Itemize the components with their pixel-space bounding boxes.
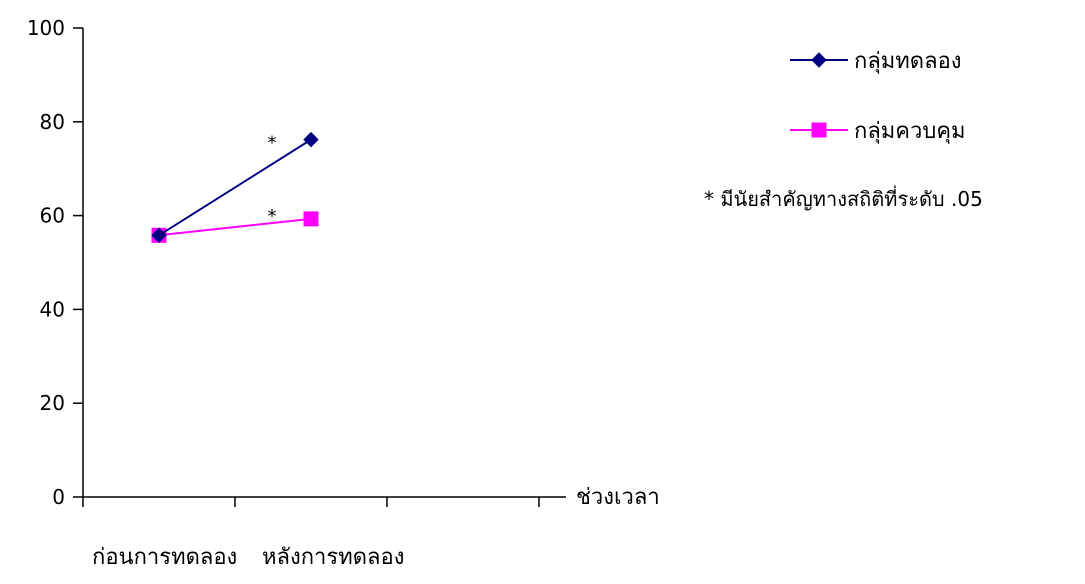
annotations: ** (268, 132, 277, 227)
y-axis: 0 20 40 60 80 100 (27, 16, 84, 509)
x-axis: ก่อนการทดลอง หลังการทดลอง (82, 496, 566, 570)
significance-asterisk: * (268, 206, 277, 227)
x-category-label: ก่อนการทดลอง (92, 545, 237, 570)
x-category-label: หลังการทดลอง (262, 545, 404, 570)
legend-marker (811, 52, 827, 68)
x-axis-title: ช่วงเวลา (576, 485, 660, 510)
data-point (303, 211, 319, 227)
legend-item: กลุ่มทดลอง (790, 49, 962, 74)
y-tick-label: 80 (40, 110, 65, 134)
legend-item: กลุ่มควบคุม (790, 119, 966, 144)
legend-label: กลุ่มทดลอง (854, 49, 962, 74)
series-line (158, 138, 312, 237)
data-point (151, 227, 167, 244)
legend-label: กลุ่มควบคุม (854, 119, 966, 144)
legend-marker (811, 122, 827, 138)
y-tick-label: 100 (27, 16, 65, 40)
y-tick-label: 60 (40, 204, 65, 228)
data-point (303, 131, 319, 148)
significance-note: * มีนัยสำคัญทางสถิติที่ระดับ .05 (704, 185, 983, 211)
y-tick-label: 0 (52, 485, 65, 509)
y-tick-label: 20 (40, 391, 65, 415)
series-line (158, 217, 312, 237)
series-1 (151, 131, 319, 244)
series-2 (151, 211, 319, 243)
significance-asterisk: * (268, 132, 277, 153)
y-tick-label: 40 (40, 297, 65, 321)
series-layer (151, 131, 319, 244)
